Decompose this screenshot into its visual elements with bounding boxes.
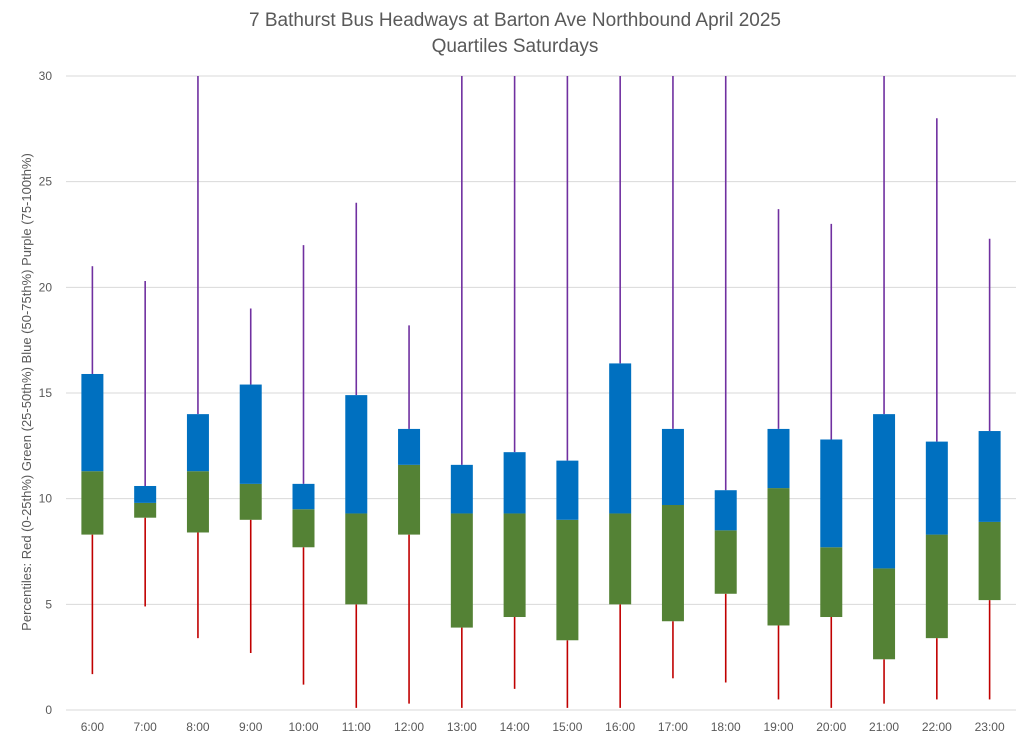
box-median-q3 [873,414,896,569]
box-median-q3 [398,428,421,465]
box-q1-median [239,483,262,520]
box-group [186,76,209,639]
x-tick-label: 23:00 [975,720,1005,734]
x-tick-label: 17:00 [658,720,688,734]
x-tick-label: 14:00 [500,720,530,734]
x-tick-label: 12:00 [394,720,424,734]
box-median-q3 [450,464,473,514]
box-group [978,238,1001,700]
box-median-q3 [925,441,948,535]
box-q1-median [556,519,579,641]
x-tick-label: 16:00 [605,720,635,734]
box-median-q3 [503,452,526,514]
x-tick-label: 9:00 [239,720,263,734]
box-q1-median [398,464,421,535]
y-tick-labels: 0 5 10 15 20 25 30 [39,69,53,717]
x-tick-label: 15:00 [552,720,582,734]
box-median-q3 [81,373,104,472]
x-tick-label: 8:00 [186,720,210,734]
box-q1-median [873,568,896,660]
box-q1-median [978,521,1001,601]
box-q1-median [345,513,368,605]
box-median-q3 [609,363,632,514]
box-group [398,325,421,704]
y-tick-label: 15 [39,386,53,400]
box-group [661,76,684,679]
box-group [345,202,368,708]
box-median-q3 [345,395,368,514]
box-q1-median [186,471,209,533]
y-tick-label: 25 [39,175,53,189]
x-tick-label: 19:00 [763,720,793,734]
box-q1-median [661,505,684,622]
y-tick-label: 30 [39,69,53,83]
box-median-q3 [661,428,684,506]
x-tick-labels: 6:00 7:00 8:00 9:00 10:00 11:00 12:00 13:00 14:0… [81,720,1005,734]
box-median-q3 [134,485,157,503]
box-group [714,76,737,683]
x-tick-label: 10:00 [288,720,318,734]
box-group [609,76,632,708]
box-group [450,76,473,708]
x-tick-label: 7:00 [133,720,157,734]
box-median-q3 [767,428,790,489]
chart-title: 7 Bathurst Bus Headways at Barton Ave No… [249,10,781,31]
box-group [239,308,262,653]
box-median-q3 [186,414,209,472]
box-group [81,266,104,675]
y-tick-label: 5 [45,597,52,611]
box-q1-median [609,513,632,605]
boxes [81,76,1001,708]
box-group [873,76,896,704]
box-group [556,76,579,708]
box-group [503,76,526,689]
box-q1-median [450,513,473,628]
box-group [820,223,843,708]
box-median-q3 [978,431,1001,522]
box-q1-median [134,502,157,518]
gridlines [66,75,1016,711]
box-median-q3 [714,490,737,531]
box-median-q3 [820,439,843,548]
box-q1-median [767,488,790,626]
x-tick-label: 21:00 [869,720,899,734]
box-median-q3 [239,384,262,484]
box-q1-median [81,471,104,535]
y-axis-label: Percentiles: Red (0-25th%) Green (25-50t… [19,153,34,631]
x-tick-label: 22:00 [922,720,952,734]
x-tick-label: 6:00 [81,720,105,734]
box-q1-median [714,530,737,594]
y-tick-label: 0 [45,703,52,717]
box-q1-median [292,509,315,548]
box-q1-median [925,534,948,639]
x-tick-label: 20:00 [816,720,846,734]
box-group [292,245,315,685]
box-q1-median [503,513,526,618]
x-tick-label: 18:00 [711,720,741,734]
box-group [925,118,948,700]
y-tick-label: 20 [39,280,53,294]
box-group [134,280,157,607]
box-group [767,209,790,700]
y-tick-label: 10 [39,492,53,506]
x-tick-label: 13:00 [447,720,477,734]
box-median-q3 [556,460,579,520]
x-tick-label: 11:00 [342,720,371,734]
chart-subtitle: Quartiles Saturdays [432,36,599,57]
box-q1-median [820,547,843,618]
box-median-q3 [292,483,315,510]
